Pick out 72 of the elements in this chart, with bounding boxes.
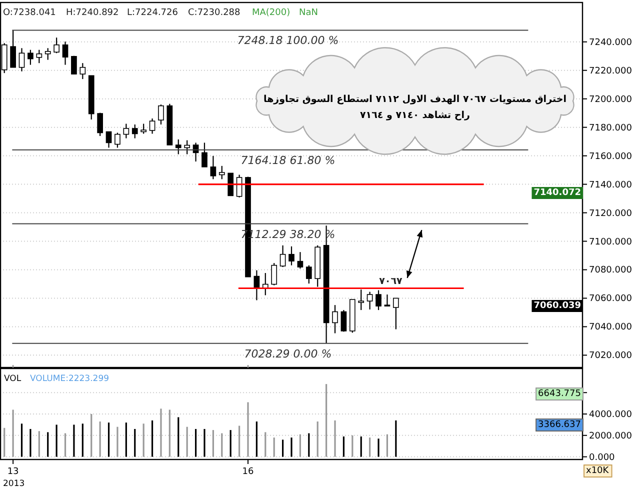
annotation: O:7238.041	[3, 8, 56, 18]
annotation: MA(200)	[252, 8, 290, 18]
annotation: C:7230.288	[188, 8, 241, 18]
ref-line-label: 7028.29 0.00 %	[244, 347, 332, 360]
annotation: 3366.637	[538, 420, 581, 430]
candlestick	[10, 30, 16, 68]
candlestick	[392, 298, 399, 330]
ref-line-label: 7164.18 61.80 %	[240, 154, 336, 167]
candlestick	[114, 132, 120, 148]
y-tick-label: 7040.000	[589, 322, 632, 333]
candlestick	[62, 41, 68, 66]
annotation: H:7240.892	[66, 8, 119, 18]
candlestick	[340, 309, 347, 332]
candlestick	[384, 294, 390, 307]
candlestick	[297, 252, 304, 270]
y-tick-label: 2000.000	[589, 431, 632, 442]
y-tick-label: 0.000	[589, 452, 616, 463]
candlestick	[106, 131, 112, 148]
ref-line-label: 7248.18 100.00 %	[237, 34, 339, 48]
candlestick	[228, 172, 234, 196]
y-tick-label: 7160.000	[589, 152, 632, 162]
candlestick	[36, 49, 42, 64]
annotation: 7140.072	[534, 188, 581, 198]
y-tick-label: 7100.000	[589, 237, 632, 248]
text: x10K	[586, 466, 610, 476]
annotation: L:7224.726	[127, 8, 178, 18]
y-tick-label: 7240.000	[589, 38, 632, 48]
candlestick	[71, 55, 77, 75]
candlestick	[132, 124, 138, 139]
candlestick	[280, 244, 286, 268]
candlestick	[218, 165, 225, 180]
ref-line-label: ٧٠٦٧	[379, 276, 402, 288]
y-tick-label: 7220.000	[589, 66, 632, 76]
annotation: 6643.775	[538, 389, 581, 399]
annotation: اختراق مستويات ٧٠٦٧ الهدف الاول ٧١١٢ استطاع السوق تجاوزها	[264, 94, 566, 105]
y-tick-label: 7180.000	[589, 123, 632, 134]
annotation: 7060.039	[534, 301, 581, 311]
y-tick-label: 7060.000	[589, 294, 632, 304]
y-tick-label: 4000.000	[589, 410, 632, 420]
candlestick	[366, 291, 373, 310]
annotation: NaN	[299, 8, 318, 18]
candlestick	[54, 37, 60, 54]
candlestick	[28, 49, 34, 66]
y-tick-label: 7080.000	[589, 266, 632, 276]
candlestick	[123, 123, 130, 139]
x-tick-label: 16	[242, 467, 254, 477]
candlestick	[140, 123, 146, 134]
candlestick	[149, 118, 156, 134]
text: VOL	[4, 374, 22, 384]
annotation: راح تشاهد ٧١٤٠ و ٧١٦٤	[360, 110, 470, 121]
candlestick	[158, 104, 164, 126]
candlestick	[97, 112, 103, 137]
candlestick	[202, 142, 208, 168]
candlestick	[306, 264, 312, 284]
candlestick	[184, 140, 190, 155]
candlestick	[288, 246, 294, 266]
candlestick	[271, 262, 278, 286]
x-axis-title: 2013	[3, 479, 25, 489]
candlestick	[210, 155, 216, 180]
candlestick	[376, 290, 382, 311]
y-tick-label: 7120.000	[589, 208, 632, 219]
candlestick	[175, 138, 182, 155]
candlestick	[18, 48, 25, 72]
y-tick-label: 7200.000	[589, 94, 632, 105]
x-tick-label: 13	[7, 467, 19, 477]
text: VOLUME:2223.299	[30, 374, 110, 384]
candlestick	[44, 48, 51, 60]
y-tick-label: 7020.000	[589, 351, 632, 362]
candlestick	[332, 304, 338, 334]
candlestick	[80, 62, 86, 80]
candlestick	[358, 288, 364, 311]
y-tick-label: 7140.000	[589, 180, 632, 190]
